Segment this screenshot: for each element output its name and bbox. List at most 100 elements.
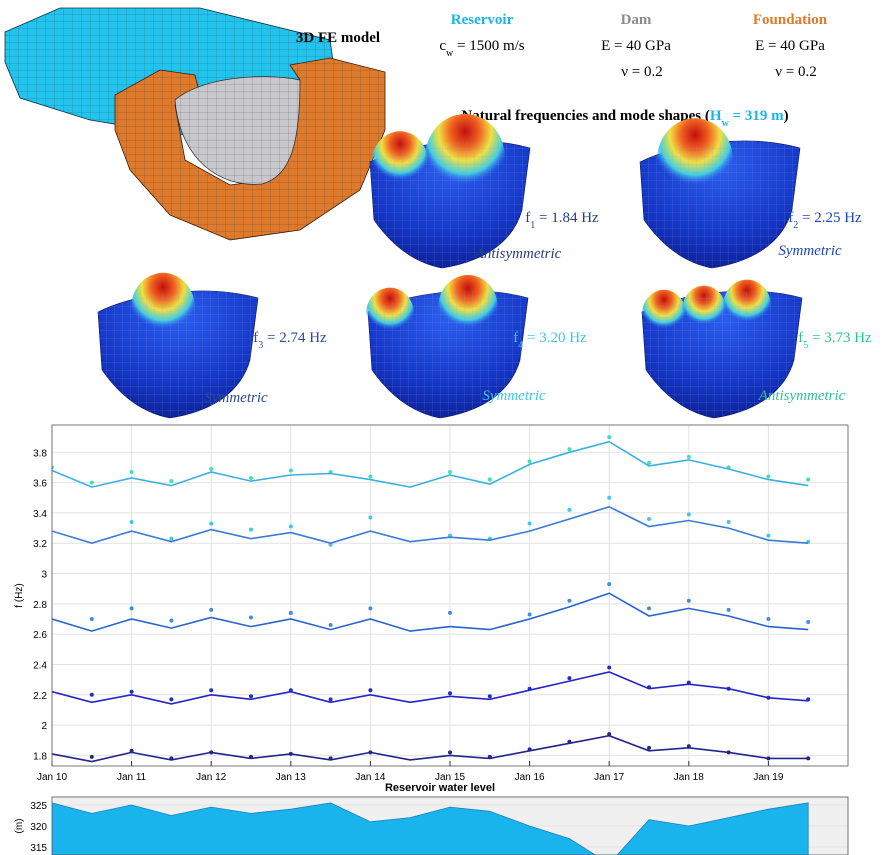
value: = 1500 m/s — [453, 38, 525, 54]
measured-point — [329, 697, 333, 701]
measured-point — [567, 447, 571, 451]
y-tick-label: 2.4 — [33, 660, 47, 671]
y-tick-label: 3.8 — [33, 448, 47, 459]
measured-point — [567, 599, 571, 603]
value: = 2.74 Hz — [263, 330, 327, 346]
measured-point — [687, 599, 691, 603]
measured-point — [607, 496, 611, 500]
material-property: E = 40 GPa — [601, 38, 671, 54]
y-tick-label: 3.2 — [33, 539, 47, 550]
measured-point — [329, 623, 333, 627]
value: = 1.84 Hz — [535, 210, 599, 226]
y-tick-label: 315 — [30, 843, 47, 854]
measured-point — [488, 694, 492, 698]
material-property: cw = 1500 m/s — [439, 38, 524, 59]
mode-frequency: f2 = 2.25 Hz — [788, 210, 862, 231]
x-tick-label: Jan 19 — [753, 772, 783, 783]
measured-point — [528, 612, 532, 616]
material-property: ν = 0.2 — [621, 64, 663, 80]
mode-type: Symmetric — [778, 243, 842, 259]
x-tick-label: Jan 16 — [515, 772, 545, 783]
measured-point — [169, 619, 173, 623]
measured-point — [130, 520, 134, 524]
material-property: E = 40 GPa — [755, 38, 825, 54]
mode-type: Symmetric — [204, 390, 268, 406]
y-tick-label: 2.8 — [33, 600, 47, 611]
measured-point — [209, 467, 213, 471]
x-tick-label: Jan 11 — [117, 772, 147, 783]
measured-point — [249, 694, 253, 698]
mode-frequency: f5 = 3.73 Hz — [798, 330, 872, 351]
measured-point — [766, 534, 770, 538]
mode-frequency: f1 = 1.84 Hz — [525, 210, 599, 231]
x-tick-label: Jan 14 — [355, 772, 385, 783]
y-tick-label: 320 — [30, 822, 47, 833]
measured-point — [448, 691, 452, 695]
x-tick-label: Jan 17 — [594, 772, 624, 783]
measured-point — [368, 606, 372, 610]
measured-point — [448, 470, 452, 474]
measured-point — [169, 537, 173, 541]
measured-point — [488, 478, 492, 482]
measured-point — [607, 582, 611, 586]
chart-title: Reservoir water level — [385, 782, 495, 794]
measured-point — [607, 665, 611, 669]
measured-point — [209, 688, 213, 692]
measured-point — [209, 522, 213, 526]
y-tick-label: 3.6 — [33, 479, 47, 490]
title-text: ) — [784, 108, 789, 124]
x-tick-label: Jan 10 — [37, 772, 67, 783]
value: = 319 m — [729, 108, 784, 124]
measured-point — [687, 455, 691, 459]
measured-point — [90, 617, 94, 621]
modes-title: Natural frequencies and mode shapes (Hw … — [461, 108, 788, 129]
material-name: Dam — [621, 12, 652, 28]
measured-point — [169, 479, 173, 483]
model-title: 3D FE model — [296, 30, 380, 46]
mode-frequency: f3 = 2.74 Hz — [253, 330, 327, 351]
mode-shape — [370, 114, 530, 268]
measured-point — [90, 693, 94, 697]
value: = 3.73 Hz — [808, 330, 872, 346]
x-tick-label: Jan 12 — [196, 772, 226, 783]
y-tick-label: 3 — [41, 570, 47, 581]
mode-frequency: f4 = 3.20 Hz — [513, 330, 587, 351]
y-tick-label: 3.4 — [33, 509, 47, 520]
y-tick-label: 1.8 — [33, 751, 47, 762]
material-property: ν = 0.2 — [775, 64, 817, 80]
measured-point — [528, 522, 532, 526]
measured-point — [647, 606, 651, 610]
y-tick-label: 2 — [41, 721, 47, 732]
y-axis-label: (m) — [14, 819, 25, 834]
measured-point — [249, 476, 253, 480]
measured-point — [249, 615, 253, 619]
charts: 1.822.22.42.62.833.23.43.63.8Jan 10Jan 1… — [14, 425, 848, 855]
x-tick-label: Jan 13 — [276, 772, 306, 783]
measured-point — [90, 755, 94, 759]
page: {"figure": { "model_title": "3D FE model… — [0, 0, 892, 855]
measured-point — [528, 459, 532, 463]
symbol: H — [710, 108, 722, 124]
measured-point — [607, 435, 611, 439]
measured-point — [647, 517, 651, 521]
mode-type: Antisymmetric — [474, 246, 562, 262]
value: = 3.20 Hz — [523, 330, 587, 346]
measured-point — [766, 617, 770, 621]
measured-point — [130, 606, 134, 610]
measured-point — [289, 611, 293, 615]
measured-point — [90, 481, 94, 485]
measured-point — [567, 676, 571, 680]
measured-point — [169, 697, 173, 701]
measured-point — [289, 468, 293, 472]
material-name: Foundation — [753, 12, 828, 28]
title-text: Natural frequencies and mode shapes ( — [461, 108, 709, 124]
y-tick-label: 2.2 — [33, 691, 47, 702]
measured-point — [766, 475, 770, 479]
value: = 2.25 Hz — [798, 210, 862, 226]
measured-point — [368, 475, 372, 479]
material-name: Reservoir — [451, 12, 514, 28]
x-tick-label: Jan 18 — [674, 772, 704, 783]
measured-point — [130, 690, 134, 694]
